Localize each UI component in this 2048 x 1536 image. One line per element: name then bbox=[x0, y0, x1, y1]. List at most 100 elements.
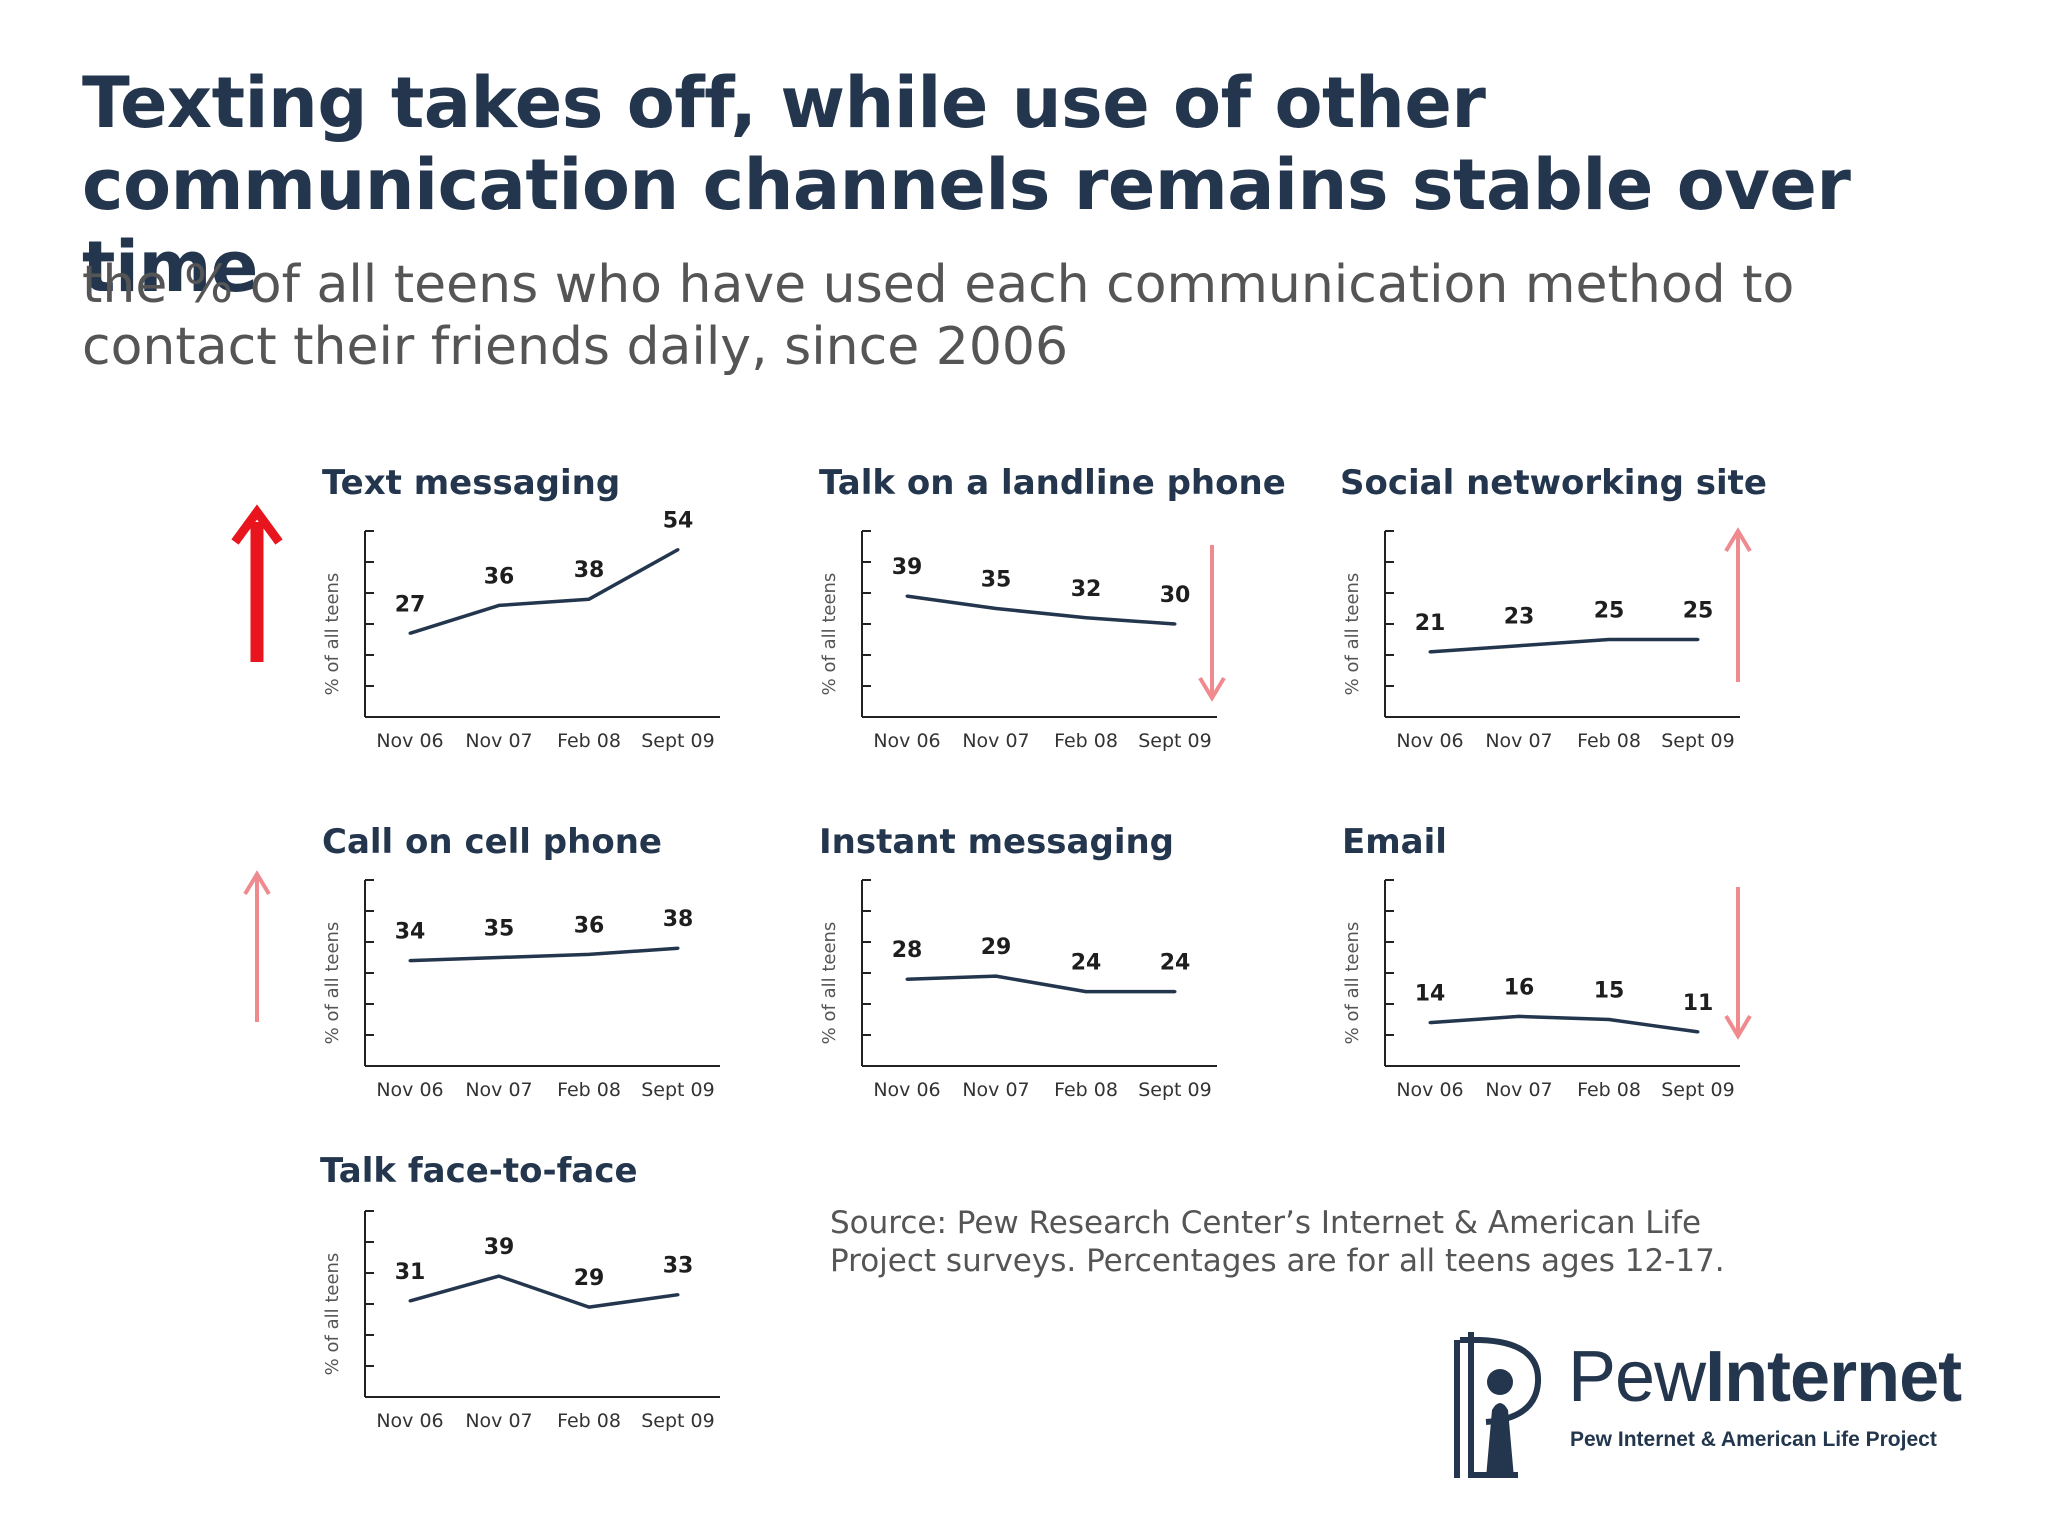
chart-title-instant-messaging: Instant messaging bbox=[819, 822, 1174, 862]
data-point bbox=[1173, 622, 1177, 626]
x-tick-label: Nov 06 bbox=[376, 1410, 443, 1432]
data-point bbox=[1173, 990, 1177, 994]
y-axis-label: % of all teens bbox=[322, 922, 343, 1045]
data-label: 30 bbox=[1160, 583, 1191, 608]
series-line-call-on-cell-phone bbox=[409, 946, 679, 963]
data-point bbox=[1084, 616, 1088, 620]
pew-internet-logo: PewInternet Pew Internet & American Life… bbox=[1450, 1330, 1970, 1490]
x-tick-label: Sept 09 bbox=[1661, 730, 1734, 752]
data-label: 54 bbox=[663, 509, 694, 534]
data-label: 29 bbox=[981, 935, 1012, 960]
x-tick-label: Sept 09 bbox=[641, 1410, 714, 1432]
x-tick-label: Nov 07 bbox=[465, 730, 532, 752]
x-tick-label: Nov 06 bbox=[873, 730, 940, 752]
data-label: 36 bbox=[484, 564, 515, 589]
data-label: 15 bbox=[1594, 979, 1625, 1004]
data-label: 39 bbox=[892, 555, 923, 580]
data-point bbox=[1607, 1018, 1611, 1021]
chart-title-text-messaging: Text messaging bbox=[322, 463, 620, 503]
data-label: 34 bbox=[395, 920, 426, 945]
x-tick-label: Nov 07 bbox=[962, 730, 1029, 752]
x-tick-label: Sept 09 bbox=[641, 1079, 714, 1101]
chart-title-call-on-cell-phone: Call on cell phone bbox=[322, 822, 662, 862]
data-point bbox=[676, 548, 680, 552]
data-point bbox=[587, 597, 591, 601]
data-point bbox=[1428, 650, 1432, 654]
data-label: 36 bbox=[574, 913, 605, 938]
y-axis-label: % of all teens bbox=[322, 1253, 343, 1376]
x-tick-label: Sept 09 bbox=[641, 730, 714, 752]
data-point bbox=[408, 1299, 412, 1303]
data-label: 38 bbox=[574, 558, 605, 583]
data-point bbox=[408, 631, 412, 635]
x-tick-label: Sept 09 bbox=[1138, 1079, 1211, 1101]
x-tick-label: Nov 06 bbox=[376, 730, 443, 752]
data-label: 32 bbox=[1071, 577, 1102, 602]
chart-title-talk-on-a-landline-phone: Talk on a landline phone bbox=[819, 463, 1286, 503]
data-label: 29 bbox=[574, 1266, 605, 1291]
data-label: 28 bbox=[892, 938, 923, 963]
trend-arrowhead-icon bbox=[1198, 676, 1226, 702]
data-point bbox=[1428, 1021, 1432, 1025]
x-tick-label: Feb 08 bbox=[557, 1410, 621, 1432]
series-line-talk-on-a-landline-phone bbox=[906, 594, 1176, 626]
data-label: 14 bbox=[1415, 982, 1446, 1007]
data-label: 39 bbox=[484, 1235, 515, 1260]
data-label: 33 bbox=[663, 1254, 694, 1279]
x-tick-label: Nov 07 bbox=[465, 1410, 532, 1432]
x-tick-label: Feb 08 bbox=[1054, 730, 1118, 752]
chart-title-email: Email bbox=[1342, 822, 1447, 862]
data-label: 24 bbox=[1160, 951, 1191, 976]
trend-arrowhead-icon bbox=[243, 870, 271, 896]
x-tick-label: Feb 08 bbox=[557, 730, 621, 752]
x-tick-label: Nov 07 bbox=[1485, 730, 1552, 752]
data-point bbox=[676, 1293, 680, 1297]
data-point bbox=[994, 607, 998, 610]
x-tick-label: Feb 08 bbox=[1577, 1079, 1641, 1101]
data-label: 25 bbox=[1594, 599, 1625, 624]
y-axis-label: % of all teens bbox=[322, 573, 343, 696]
y-axis-label: % of all teens bbox=[819, 922, 840, 1045]
data-point bbox=[994, 974, 998, 978]
data-point bbox=[408, 959, 412, 963]
trend-arrowhead-icon bbox=[231, 504, 283, 545]
x-tick-label: Nov 07 bbox=[1485, 1079, 1552, 1101]
x-tick-label: Sept 09 bbox=[1661, 1079, 1734, 1101]
y-axis-label: % of all teens bbox=[1342, 573, 1363, 696]
x-tick-label: Nov 06 bbox=[1396, 1079, 1463, 1101]
series-line-talk-face-to-face bbox=[409, 1274, 679, 1309]
data-point bbox=[497, 1274, 501, 1278]
data-point bbox=[1696, 638, 1700, 641]
series-line-text-messaging bbox=[409, 548, 679, 635]
data-point bbox=[1607, 638, 1611, 641]
data-label: 23 bbox=[1504, 605, 1535, 630]
x-tick-label: Feb 08 bbox=[1054, 1079, 1118, 1101]
y-axis-label: % of all teens bbox=[819, 573, 840, 696]
x-tick-label: Feb 08 bbox=[1577, 730, 1641, 752]
data-point bbox=[587, 1305, 591, 1309]
data-point bbox=[1696, 1030, 1700, 1034]
logo-wordmark: PewInternet bbox=[1568, 1337, 1962, 1417]
series-line-email bbox=[1429, 1014, 1699, 1034]
pew-logo-icon bbox=[1454, 1332, 1542, 1478]
data-label: 38 bbox=[663, 907, 694, 932]
chart-title-talk-face-to-face: Talk face-to-face bbox=[320, 1151, 638, 1191]
x-tick-label: Nov 06 bbox=[376, 1079, 443, 1101]
data-label: 35 bbox=[484, 917, 515, 942]
logo-tagline: Pew Internet & American Life Project bbox=[1570, 1428, 1937, 1451]
x-tick-label: Nov 06 bbox=[1396, 730, 1463, 752]
trend-arrowhead-icon bbox=[1724, 1014, 1752, 1040]
data-label: 35 bbox=[981, 568, 1012, 593]
data-point bbox=[1517, 644, 1521, 648]
x-tick-label: Sept 09 bbox=[1138, 730, 1211, 752]
data-label: 21 bbox=[1415, 611, 1446, 636]
data-point bbox=[497, 603, 501, 607]
data-point bbox=[497, 956, 501, 959]
x-tick-label: Nov 06 bbox=[873, 1079, 940, 1101]
page-title: Texting takes off, while use of other co… bbox=[82, 62, 1851, 308]
series-line-instant-messaging bbox=[906, 974, 1175, 994]
data-point bbox=[905, 594, 909, 598]
data-point bbox=[676, 946, 680, 950]
page-subtitle: the % of all teens who have used each co… bbox=[82, 255, 1795, 377]
